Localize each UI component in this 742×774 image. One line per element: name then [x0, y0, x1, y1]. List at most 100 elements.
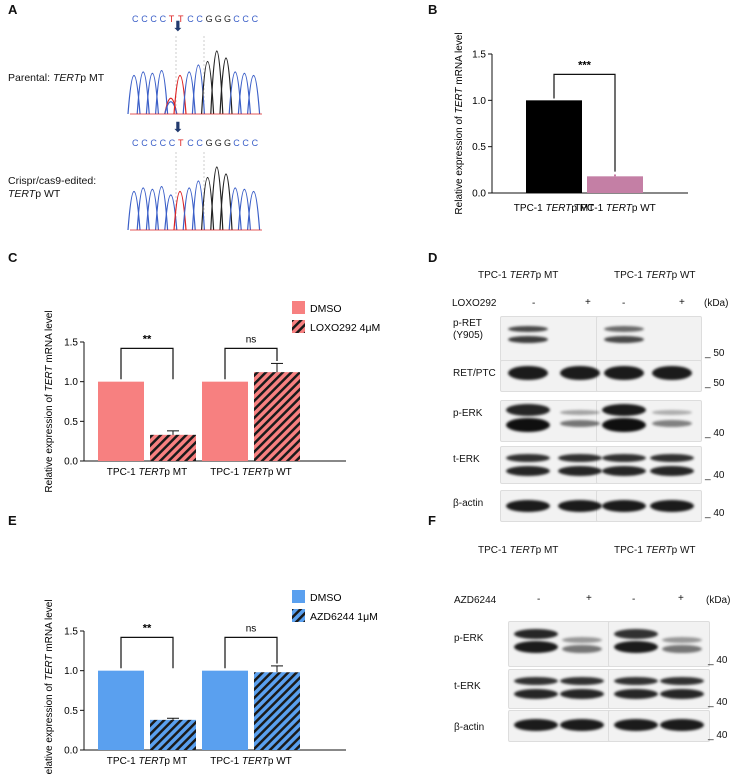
blot-marker: _ 40: [708, 697, 728, 708]
y-axis-label: Relative expression of TERT mRNA level: [454, 32, 465, 214]
blot-f-header-wt: TPC-1 TERTp WT: [614, 545, 696, 556]
mutation-arrow-icon: ⬇: [172, 119, 184, 135]
base-letter: C: [251, 138, 259, 148]
blot-band: [614, 719, 658, 731]
bar: [202, 670, 248, 750]
legend-swatch: [292, 320, 305, 333]
base-letter: T: [178, 14, 184, 24]
blot-band: [614, 641, 658, 653]
blot-d-plus-2: +: [679, 297, 685, 308]
x-tick-label: TPC-1 TERTp MT: [107, 756, 187, 767]
significance-label: ns: [246, 623, 257, 634]
y-tick-label: 1.5: [472, 50, 486, 61]
blot-band: [506, 404, 550, 416]
x-tick-label: TPC-1 TERTp MT: [514, 203, 594, 214]
base-letter: G: [214, 14, 222, 24]
bar: [587, 176, 643, 193]
blot-marker: _ 40: [705, 428, 725, 439]
bar: [98, 670, 144, 750]
y-tick-label: 1.0: [64, 377, 78, 388]
panel-label-c: C: [8, 250, 18, 265]
row1-label: Parental: TERTp MT: [8, 72, 105, 84]
x-tick-label: TPC-1 TERTp WT: [210, 756, 292, 767]
bar: [254, 672, 300, 750]
base-letter: C: [132, 14, 139, 24]
significance-label: **: [143, 333, 152, 345]
base-letter: C: [196, 138, 203, 148]
panel-label-f: F: [428, 513, 436, 528]
blot-row-label: t-ERK: [453, 454, 480, 465]
bar: [202, 381, 248, 461]
blot-f-kda: (kDa): [706, 595, 731, 606]
blot-band: [560, 677, 604, 685]
blot-band: [650, 466, 694, 476]
x-tick-label: TPC-1 TERTp WT: [210, 467, 292, 478]
y-tick-label: 1.0: [64, 666, 78, 677]
blot-band: [562, 637, 602, 643]
blot-band: [560, 689, 604, 699]
blot-band: [652, 366, 692, 380]
base-letter: C: [242, 14, 249, 24]
x-tick-label: TPC-1 TERTp MT: [107, 467, 187, 478]
blot-d-minus-1: -: [532, 298, 536, 309]
legend-label: LOXO292 4μM: [310, 322, 380, 334]
blot-band: [560, 410, 600, 415]
blot-d-header-wt: TPC-1 TERTp WT: [614, 270, 696, 281]
y-axis-label: Relative expression of TERT mRNA level: [44, 599, 55, 774]
significance-label: **: [143, 622, 152, 634]
blot-marker: _ 40: [705, 508, 725, 519]
legend-swatch: [292, 609, 305, 622]
blot-marker: _ 40: [708, 655, 728, 666]
legend-label: DMSO: [310, 592, 342, 604]
blot-band: [506, 466, 550, 476]
blot-band: [558, 500, 602, 512]
bar: [150, 719, 196, 750]
chromatogram-peak: [247, 191, 261, 231]
chromatogram-peak: [164, 101, 178, 115]
base-letter: C: [233, 138, 240, 148]
blot-band: [650, 454, 694, 462]
blot-band: [506, 418, 550, 432]
blot-f-minus-2: -: [632, 594, 636, 605]
blot-band: [558, 454, 602, 462]
blot-marker: _ 40: [705, 470, 725, 481]
base-letter: C: [242, 138, 249, 148]
blot-band: [508, 366, 548, 380]
chromatogram-parental: [127, 36, 262, 115]
blot-f-header-mt: TPC-1 TERTp MT: [478, 545, 559, 556]
blot-f-treatment: AZD6244: [454, 595, 497, 606]
blot-band: [514, 641, 558, 653]
base-letter: G: [214, 138, 222, 148]
blot-band: [662, 637, 702, 643]
blot-row-label: β-actin: [454, 722, 485, 733]
base-letter: G: [205, 14, 213, 24]
blot-band: [614, 677, 658, 685]
base-letter: C: [251, 14, 259, 24]
blot-band: [514, 689, 558, 699]
base-letter: C: [196, 14, 203, 24]
blot-band: [662, 645, 702, 653]
blot-band: [614, 629, 658, 639]
blot-d-treatment: LOXO292: [452, 298, 497, 309]
blot-band: [508, 326, 548, 332]
bar: [150, 434, 196, 461]
legend-label: DMSO: [310, 303, 342, 315]
blot-d-minus-2: -: [622, 298, 626, 309]
base-letter: G: [205, 138, 213, 148]
blot-band: [560, 420, 600, 427]
blot-f-minus-1: -: [537, 594, 541, 605]
y-tick-label: 1.5: [64, 338, 78, 349]
blot-f-plus-2: +: [678, 593, 684, 604]
y-axis-label: Relative expression of TERT mRNA level: [44, 310, 55, 492]
blot-band: [604, 366, 644, 380]
base-letter: G: [224, 14, 232, 24]
bar: [98, 381, 144, 461]
significance-bracket: [224, 636, 278, 669]
blot-band: [506, 454, 550, 462]
blot-band: [602, 418, 646, 432]
significance-bracket: [120, 636, 174, 669]
blot-d-header-mt: TPC-1 TERTp MT: [478, 270, 559, 281]
y-tick-label: 0.5: [64, 417, 78, 428]
y-tick-label: 0.5: [472, 142, 486, 153]
